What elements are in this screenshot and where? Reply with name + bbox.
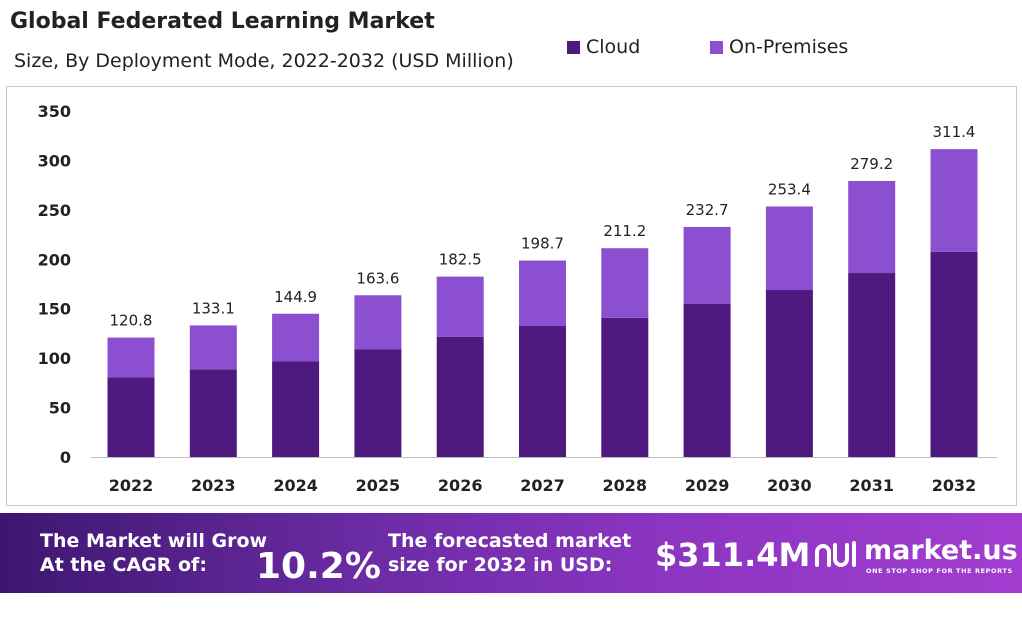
total-data-label: 120.8 bbox=[110, 312, 153, 330]
total-data-label: 311.4 bbox=[933, 123, 976, 141]
cagr-caption-line1: The Market will Grow bbox=[40, 530, 268, 552]
total-data-label: 144.9 bbox=[274, 288, 317, 306]
x-tick-label: 2031 bbox=[849, 476, 894, 495]
total-data-label: 211.2 bbox=[603, 222, 646, 240]
market-us-logo-text: market.us bbox=[864, 535, 1018, 566]
legend-swatch-on-premises bbox=[710, 40, 723, 54]
x-tick-label: 2032 bbox=[932, 476, 977, 495]
x-tick-label: 2023 bbox=[191, 476, 236, 495]
bar-on-premises bbox=[189, 325, 237, 370]
forecast-value: $311.4M bbox=[655, 536, 811, 574]
bar-on-premises bbox=[601, 248, 649, 318]
bar-on-premises bbox=[765, 206, 813, 291]
total-data-label: 133.1 bbox=[192, 299, 235, 317]
total-data-label: 253.4 bbox=[768, 180, 811, 198]
y-tick-label: 200 bbox=[38, 250, 71, 269]
bar-cloud bbox=[848, 273, 896, 457]
x-tick-label: 2030 bbox=[767, 476, 812, 495]
chart-subtitle: Size, By Deployment Mode, 2022-2032 (USD… bbox=[14, 50, 514, 72]
x-tick-label: 2029 bbox=[685, 476, 730, 495]
y-tick-label: 350 bbox=[38, 102, 71, 121]
bar-on-premises bbox=[436, 276, 484, 337]
bar-cloud bbox=[765, 290, 813, 457]
legend-item-on-premises: On-Premises bbox=[710, 36, 848, 58]
x-tick-label: 2027 bbox=[520, 476, 565, 495]
legend-label-on-premises: On-Premises bbox=[729, 36, 849, 58]
total-data-label: 232.7 bbox=[686, 201, 729, 219]
plot-area: 0 50 100 150 200 250 300 350 120.8 2022 133.1 2023 1… bbox=[6, 86, 1017, 506]
chart-title: Global Federated Learning Market bbox=[10, 9, 435, 34]
total-data-label: 182.5 bbox=[439, 251, 482, 269]
x-tick-label: 2022 bbox=[109, 476, 154, 495]
bar-on-premises bbox=[272, 313, 320, 362]
cagr-caption-line2: At the CAGR of: bbox=[40, 554, 207, 576]
bar-cloud bbox=[189, 369, 237, 457]
total-data-label: 163.6 bbox=[356, 269, 399, 287]
cagr-value: 10.2% bbox=[256, 546, 381, 587]
bar-cloud bbox=[107, 377, 155, 457]
bar-on-premises bbox=[930, 149, 978, 252]
y-tick-label: 150 bbox=[38, 300, 71, 319]
bar-cloud bbox=[436, 336, 484, 457]
y-tick-label: 0 bbox=[60, 448, 71, 467]
bar-cloud bbox=[354, 349, 402, 457]
bar-cloud bbox=[519, 326, 566, 457]
forecast-caption-line2: size for 2032 in USD: bbox=[388, 554, 613, 576]
forecast-caption-line1: The forecasted market bbox=[388, 530, 632, 552]
x-tick-label: 2025 bbox=[356, 476, 401, 495]
y-tick-label: 50 bbox=[49, 399, 71, 418]
bar-cloud bbox=[272, 361, 320, 457]
y-tick-label: 300 bbox=[38, 151, 71, 170]
legend-item-cloud: Cloud bbox=[567, 36, 640, 58]
total-data-label: 279.2 bbox=[850, 155, 893, 173]
y-tick-label: 250 bbox=[38, 201, 71, 220]
bar-on-premises bbox=[848, 180, 896, 274]
summary-banner: The Market will Grow At the CAGR of: 10.… bbox=[0, 513, 1022, 593]
bar-on-premises bbox=[519, 260, 566, 327]
x-tick-label: 2028 bbox=[603, 476, 648, 495]
legend-label-cloud: Cloud bbox=[586, 36, 641, 58]
bar-on-premises bbox=[683, 226, 731, 304]
bar-on-premises bbox=[354, 295, 402, 350]
market-us-logo-icon bbox=[815, 541, 856, 567]
bar-on-premises bbox=[107, 337, 155, 378]
x-tick-label: 2026 bbox=[438, 476, 483, 495]
y-tick-label: 100 bbox=[38, 349, 71, 368]
market-us-tagline: ONE STOP SHOP FOR THE REPORTS bbox=[866, 567, 1013, 575]
legend-swatch-cloud bbox=[567, 40, 580, 54]
bar-cloud bbox=[930, 251, 978, 457]
bar-cloud bbox=[683, 303, 731, 457]
stacked-bar-chart: 0 50 100 150 200 250 300 350 120.8 2022 133.1 2023 1… bbox=[38, 102, 997, 495]
total-data-label: 198.7 bbox=[521, 235, 564, 253]
x-tick-label: 2024 bbox=[273, 476, 318, 495]
bar-cloud bbox=[601, 317, 649, 457]
